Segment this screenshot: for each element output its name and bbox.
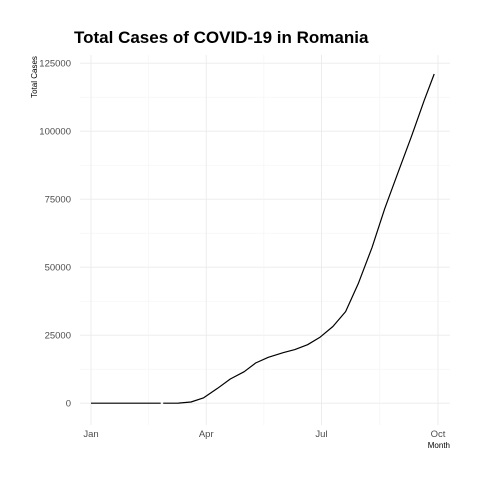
x-tick-label: Oct bbox=[431, 429, 446, 440]
x-tick-label: Jan bbox=[83, 429, 98, 440]
y-tick-label: 125000 bbox=[39, 59, 71, 70]
y-axis-title: Total Cases bbox=[30, 56, 39, 98]
x-tick-labels: Jan Apr Jul Oct bbox=[83, 429, 445, 440]
x-tick-label: Jul bbox=[315, 429, 327, 440]
y-tick-label: 25000 bbox=[45, 331, 71, 342]
cases-line-segment bbox=[163, 73, 435, 404]
y-tick-label: 75000 bbox=[45, 195, 71, 206]
y-tick-label: 50000 bbox=[45, 263, 71, 274]
series-lines bbox=[91, 73, 435, 404]
chart-title: Total Cases of COVID-19 in Romania bbox=[74, 28, 369, 47]
y-tick-label: 0 bbox=[66, 399, 71, 410]
y-tick-labels: 0 25000 50000 75000 100000 125000 bbox=[39, 59, 71, 410]
x-axis-title: Month bbox=[428, 441, 450, 450]
y-tick-label: 100000 bbox=[39, 127, 71, 138]
x-tick-label: Apr bbox=[199, 429, 214, 440]
